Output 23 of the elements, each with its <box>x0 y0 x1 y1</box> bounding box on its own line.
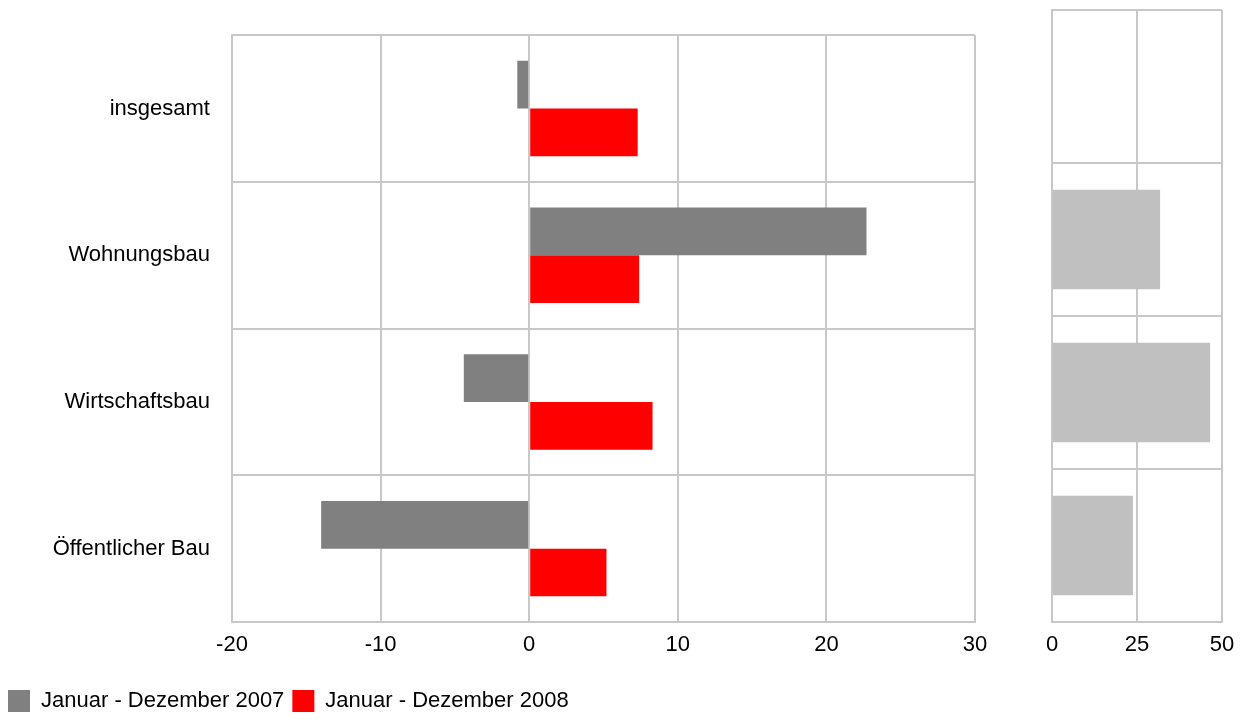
bar <box>530 108 638 157</box>
bar <box>517 60 529 109</box>
y-tick-label: Öffentlicher Bau <box>52 534 210 560</box>
bar <box>530 255 640 303</box>
x-tick-label: 25 <box>1124 631 1150 657</box>
bar <box>463 354 529 402</box>
y-tick-label: Wirtschaftsbau <box>64 388 210 414</box>
x-tick-label: 0 <box>1045 631 1059 657</box>
bar <box>530 401 653 450</box>
y-tick-label: Wohnungsbau <box>68 241 210 267</box>
bar <box>530 548 607 597</box>
y-tick-label: insgesamt <box>109 94 210 120</box>
x-tick-label: -20 <box>216 631 248 657</box>
x-tick-label: 20 <box>814 631 839 657</box>
bar <box>321 500 529 549</box>
x-tick-label: 30 <box>962 631 988 657</box>
legend-label: Januar - Dezember 2008 <box>325 687 569 713</box>
x-tick-label: 10 <box>665 631 691 657</box>
x-tick-label: 50 <box>1209 631 1235 657</box>
bar <box>530 207 867 256</box>
x-tick-label: 0 <box>523 631 536 657</box>
legend-label: Januar - Dezember 2007 <box>41 687 285 713</box>
x-tick-label: -10 <box>364 631 397 657</box>
